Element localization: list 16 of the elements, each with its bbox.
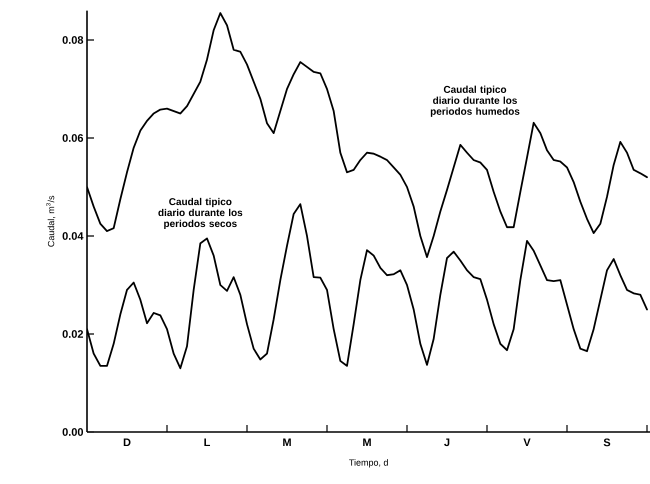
x-tick-label: S [604, 438, 610, 446]
series-label: Caudal tipico diario durante los periodos humedos [430, 86, 520, 117]
text: Caudal tipico diario durante los periodos secos [158, 198, 242, 230]
x-tick-label: M [363, 438, 371, 446]
x-tick-label: D [124, 438, 130, 446]
x-tick-label: M [283, 438, 291, 446]
x-tick-label: J [444, 438, 450, 446]
x-tick-label: L [204, 438, 210, 446]
y-tick-label: 0.08 [62, 36, 84, 44]
x-tick-label: V [523, 438, 531, 446]
y-tick-label: 0.02 [62, 330, 84, 338]
y-axis-title: Caudal, m$^{3}$/s [46, 196, 56, 247]
y-tick-label: 0.00 [62, 428, 84, 436]
x-axis-title: Tiempo, d [349, 459, 388, 468]
y-tick-label: 0.06 [62, 134, 84, 142]
y-tick-label: 0.04 [62, 232, 84, 240]
